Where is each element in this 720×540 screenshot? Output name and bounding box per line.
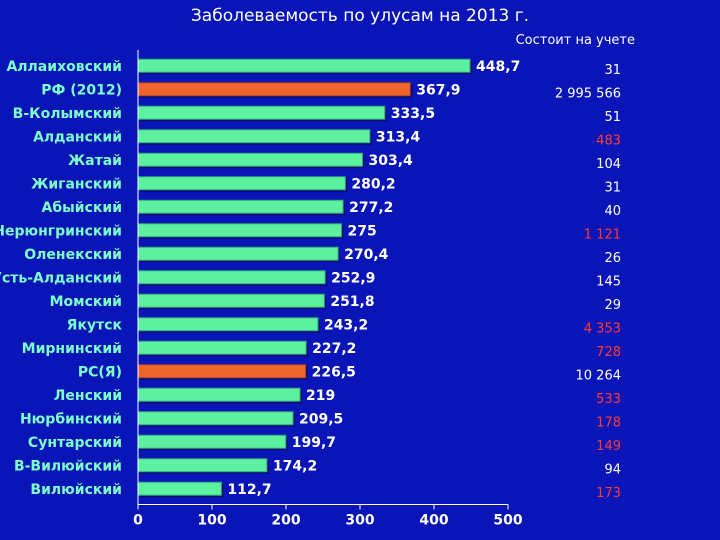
bar [137, 223, 342, 238]
value-label: 367,9 [416, 82, 460, 98]
bar [137, 246, 339, 261]
bar [137, 199, 344, 214]
bar [137, 317, 319, 332]
registered-value: 104 [596, 157, 621, 172]
bars-layer: Аллаиховский 448,7 31 РФ (2012) 367,9 2 995 5… [0, 58, 622, 501]
category-label: Жатай [68, 153, 122, 169]
category-label: В-Вилюйский [14, 458, 122, 474]
registered-value: 2 995 566 [555, 86, 621, 101]
chart-title: Заболеваемость по улусам на 2013 г. [190, 6, 530, 26]
category-label: РФ (2012) [41, 82, 122, 98]
registered-value: 728 [596, 345, 621, 360]
bar [137, 105, 386, 120]
registered-value: 10 264 [576, 368, 622, 383]
value-label: 252,9 [331, 270, 375, 286]
value-label: 280,2 [351, 176, 395, 192]
bar [137, 129, 371, 144]
category-label: Момский [50, 294, 122, 310]
registered-column-header: Состоит на учете [515, 33, 635, 48]
bar [137, 411, 294, 426]
x-tick-label: 0 [133, 513, 143, 529]
registered-value: 26 [604, 251, 621, 266]
value-label: 303,4 [369, 153, 414, 169]
value-label: 243,2 [324, 317, 368, 333]
registered-value: 483 [596, 133, 621, 148]
category-label: В-Колымский [13, 106, 122, 122]
registered-value: 173 [596, 486, 621, 501]
value-label: 199,7 [292, 435, 336, 451]
category-label: Абыйский [42, 200, 123, 216]
category-label: Мирнинский [22, 341, 122, 357]
x-tick-label: 200 [271, 513, 300, 529]
x-tick-label: 100 [197, 513, 226, 529]
value-label: 277,2 [349, 200, 393, 216]
value-label: 226,5 [312, 364, 356, 380]
bar-highlighted [137, 364, 307, 379]
bar [137, 270, 326, 285]
value-label: 251,8 [330, 294, 374, 310]
category-label: Нюрбинский [20, 411, 122, 427]
registered-value: 4 353 [584, 321, 621, 336]
bar [137, 434, 287, 449]
category-label: Сунтарский [28, 435, 122, 451]
registered-value: 31 [604, 63, 621, 78]
x-axis: 0 100 200 300 400 500 [133, 50, 523, 529]
value-label: 270,4 [344, 247, 389, 263]
category-label: Жиганский [31, 176, 122, 192]
registered-value: 178 [596, 415, 621, 430]
value-label: 209,5 [299, 411, 343, 427]
bar [137, 176, 346, 191]
value-label: 313,4 [376, 129, 421, 145]
bar [137, 340, 307, 355]
bar [137, 387, 301, 402]
category-label: Нерюнгринский [0, 223, 122, 239]
registered-value: 31 [604, 180, 621, 195]
category-label: РС(Я) [78, 364, 122, 380]
value-label: 275 [348, 223, 377, 239]
bar [137, 458, 268, 473]
bar [137, 152, 364, 167]
registered-value: 145 [596, 274, 621, 289]
value-label: 448,7 [476, 59, 520, 75]
category-label: Алданский [33, 129, 122, 145]
x-tick-label: 500 [493, 513, 522, 529]
category-label: Аллаиховский [6, 59, 122, 75]
value-label: 112,7 [227, 482, 271, 498]
registered-value: 533 [596, 392, 621, 407]
value-label: 333,5 [391, 106, 435, 122]
category-label: Вилюйский [30, 482, 122, 498]
registered-value: 149 [596, 439, 621, 454]
registered-value: 29 [604, 298, 621, 313]
value-label: 227,2 [312, 341, 356, 357]
bar [137, 58, 471, 73]
category-label: Якутск [67, 317, 123, 333]
registered-value: 94 [604, 462, 621, 477]
category-label: Оленекский [24, 247, 122, 263]
value-label: 174,2 [273, 458, 317, 474]
bar [137, 481, 222, 496]
x-tick-label: 300 [345, 513, 374, 529]
value-label: 219 [306, 388, 335, 404]
category-label: Ленский [54, 388, 122, 404]
registered-value: 40 [604, 204, 621, 219]
bar [137, 293, 325, 308]
x-tick-label: 400 [419, 513, 448, 529]
bar-highlighted [137, 82, 411, 97]
category-label: Усть-Алданский [0, 270, 122, 286]
registered-value: 51 [604, 110, 621, 125]
registered-value: 1 121 [584, 227, 621, 242]
